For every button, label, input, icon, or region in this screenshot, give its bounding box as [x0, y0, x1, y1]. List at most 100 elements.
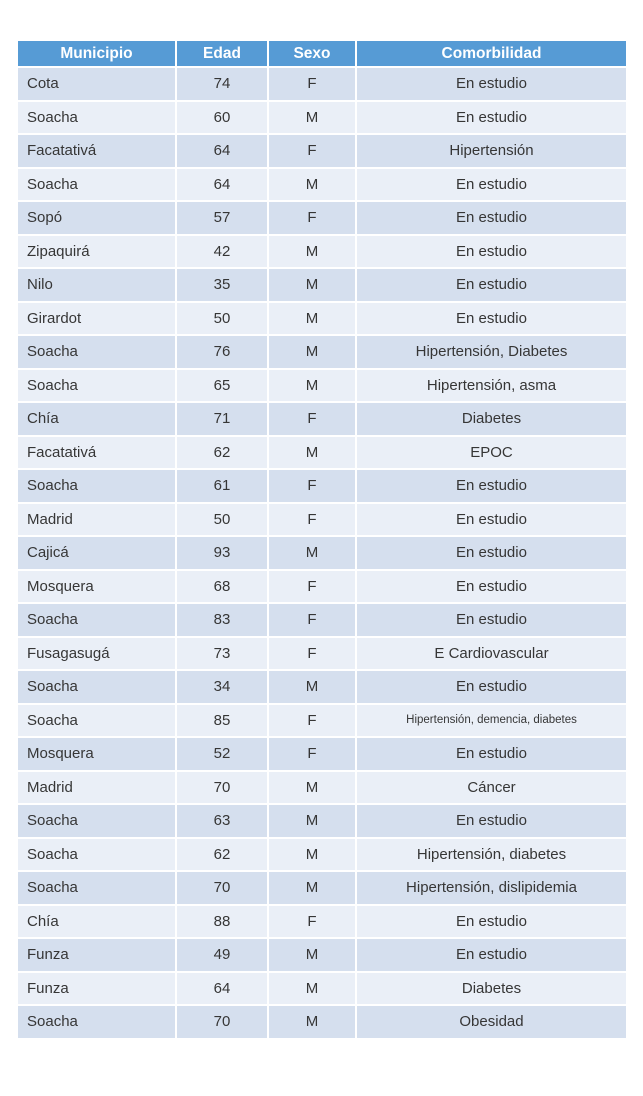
cell-municipio: Nilo [18, 269, 175, 301]
cell-edad: 88 [177, 905, 267, 937]
cell-sexo: M [269, 939, 355, 971]
table-row: Cota 74 F En estudio [18, 68, 626, 100]
cell-sexo: M [269, 269, 355, 301]
table-row: Soacha 63 M En estudio [18, 805, 626, 837]
table-row: Cajicá 93 M En estudio [18, 537, 626, 569]
cell-edad: 85 [177, 704, 267, 736]
cell-sexo: M [269, 302, 355, 334]
cell-comorbilidad: EPOC [357, 436, 626, 468]
cell-comorbilidad: En estudio [357, 905, 626, 937]
table-row: Soacha 60 M En estudio [18, 101, 626, 133]
cell-comorbilidad: En estudio [357, 202, 626, 234]
cell-edad: 74 [177, 68, 267, 100]
table-row: Zipaquirá 42 M En estudio [18, 235, 626, 267]
cell-edad: 60 [177, 101, 267, 133]
table-row: Madrid 70 M Cáncer [18, 771, 626, 803]
cell-sexo: F [269, 604, 355, 636]
table-row: Nilo 35 M En estudio [18, 269, 626, 301]
cell-comorbilidad: Hipertensión, asma [357, 369, 626, 401]
cell-municipio: Zipaquirá [18, 235, 175, 267]
table-row: Mosquera 68 F En estudio [18, 570, 626, 602]
cell-sexo: M [269, 336, 355, 368]
cell-sexo: M [269, 369, 355, 401]
cell-municipio: Soacha [18, 805, 175, 837]
table-row: Chía 71 F Diabetes [18, 403, 626, 435]
cell-municipio: Sopó [18, 202, 175, 234]
cell-municipio: Soacha [18, 336, 175, 368]
cell-comorbilidad: En estudio [357, 570, 626, 602]
cell-municipio: Soacha [18, 671, 175, 703]
cell-sexo: F [269, 470, 355, 502]
cell-edad: 57 [177, 202, 267, 234]
cell-sexo: F [269, 135, 355, 167]
cell-sexo: M [269, 872, 355, 904]
cell-comorbilidad: En estudio [357, 235, 626, 267]
cell-municipio: Soacha [18, 872, 175, 904]
cell-edad: 70 [177, 1006, 267, 1038]
cell-municipio: Soacha [18, 470, 175, 502]
cell-comorbilidad: Hipertensión, diabetes [357, 838, 626, 870]
table-row: Madrid 50 F En estudio [18, 503, 626, 535]
cell-edad: 73 [177, 637, 267, 669]
cell-comorbilidad: E Cardiovascular [357, 637, 626, 669]
table-row: Soacha 34 M En estudio [18, 671, 626, 703]
cell-municipio: Chía [18, 905, 175, 937]
comorbidity-table: Municipio Edad Sexo Comorbilidad Cota 74 F… [16, 39, 628, 1040]
cell-sexo: M [269, 436, 355, 468]
cell-edad: 71 [177, 403, 267, 435]
cell-comorbilidad: Hipertensión, demencia, diabetes [357, 704, 626, 736]
cell-edad: 50 [177, 302, 267, 334]
table-row: Funza 49 M En estudio [18, 939, 626, 971]
cell-sexo: M [269, 537, 355, 569]
cell-comorbilidad: Obesidad [357, 1006, 626, 1038]
cell-municipio: Soacha [18, 704, 175, 736]
cell-comorbilidad: En estudio [357, 101, 626, 133]
cell-municipio: Cota [18, 68, 175, 100]
cell-edad: 63 [177, 805, 267, 837]
cell-edad: 49 [177, 939, 267, 971]
table-row: Soacha 70 M Hipertensión, dislipidemia [18, 872, 626, 904]
cell-municipio: Cajicá [18, 537, 175, 569]
cell-sexo: F [269, 68, 355, 100]
cell-municipio: Soacha [18, 838, 175, 870]
cell-sexo: M [269, 972, 355, 1004]
cell-municipio: Facatativá [18, 135, 175, 167]
cell-edad: 61 [177, 470, 267, 502]
cell-municipio: Soacha [18, 168, 175, 200]
cell-comorbilidad: En estudio [357, 470, 626, 502]
cell-edad: 35 [177, 269, 267, 301]
cell-edad: 42 [177, 235, 267, 267]
cell-sexo: F [269, 202, 355, 234]
cell-edad: 62 [177, 838, 267, 870]
cell-edad: 64 [177, 135, 267, 167]
cell-municipio: Soacha [18, 369, 175, 401]
table-row: Soacha 70 M Obesidad [18, 1006, 626, 1038]
cell-sexo: M [269, 168, 355, 200]
cell-municipio: Mosquera [18, 738, 175, 770]
cell-sexo: F [269, 403, 355, 435]
cell-comorbilidad: En estudio [357, 604, 626, 636]
cell-comorbilidad: En estudio [357, 68, 626, 100]
cell-edad: 62 [177, 436, 267, 468]
cell-comorbilidad: En estudio [357, 805, 626, 837]
cell-comorbilidad: En estudio [357, 671, 626, 703]
cell-sexo: F [269, 738, 355, 770]
col-header-municipio: Municipio [18, 41, 175, 66]
cell-sexo: M [269, 671, 355, 703]
cell-sexo: F [269, 704, 355, 736]
cell-comorbilidad: En estudio [357, 269, 626, 301]
cell-municipio: Fusagasugá [18, 637, 175, 669]
table-row: Girardot 50 M En estudio [18, 302, 626, 334]
cell-sexo: F [269, 570, 355, 602]
table-row: Fusagasugá 73 F E Cardiovascular [18, 637, 626, 669]
table-row: Soacha 64 M En estudio [18, 168, 626, 200]
table-row: Soacha 76 M Hipertensión, Diabetes [18, 336, 626, 368]
table-row: Facatativá 64 F Hipertensión [18, 135, 626, 167]
cell-municipio: Madrid [18, 771, 175, 803]
cell-comorbilidad: En estudio [357, 939, 626, 971]
table-row: Chía 88 F En estudio [18, 905, 626, 937]
cell-municipio: Soacha [18, 604, 175, 636]
cell-comorbilidad: Hipertensión, Diabetes [357, 336, 626, 368]
cell-sexo: M [269, 771, 355, 803]
col-header-sexo: Sexo [269, 41, 355, 66]
